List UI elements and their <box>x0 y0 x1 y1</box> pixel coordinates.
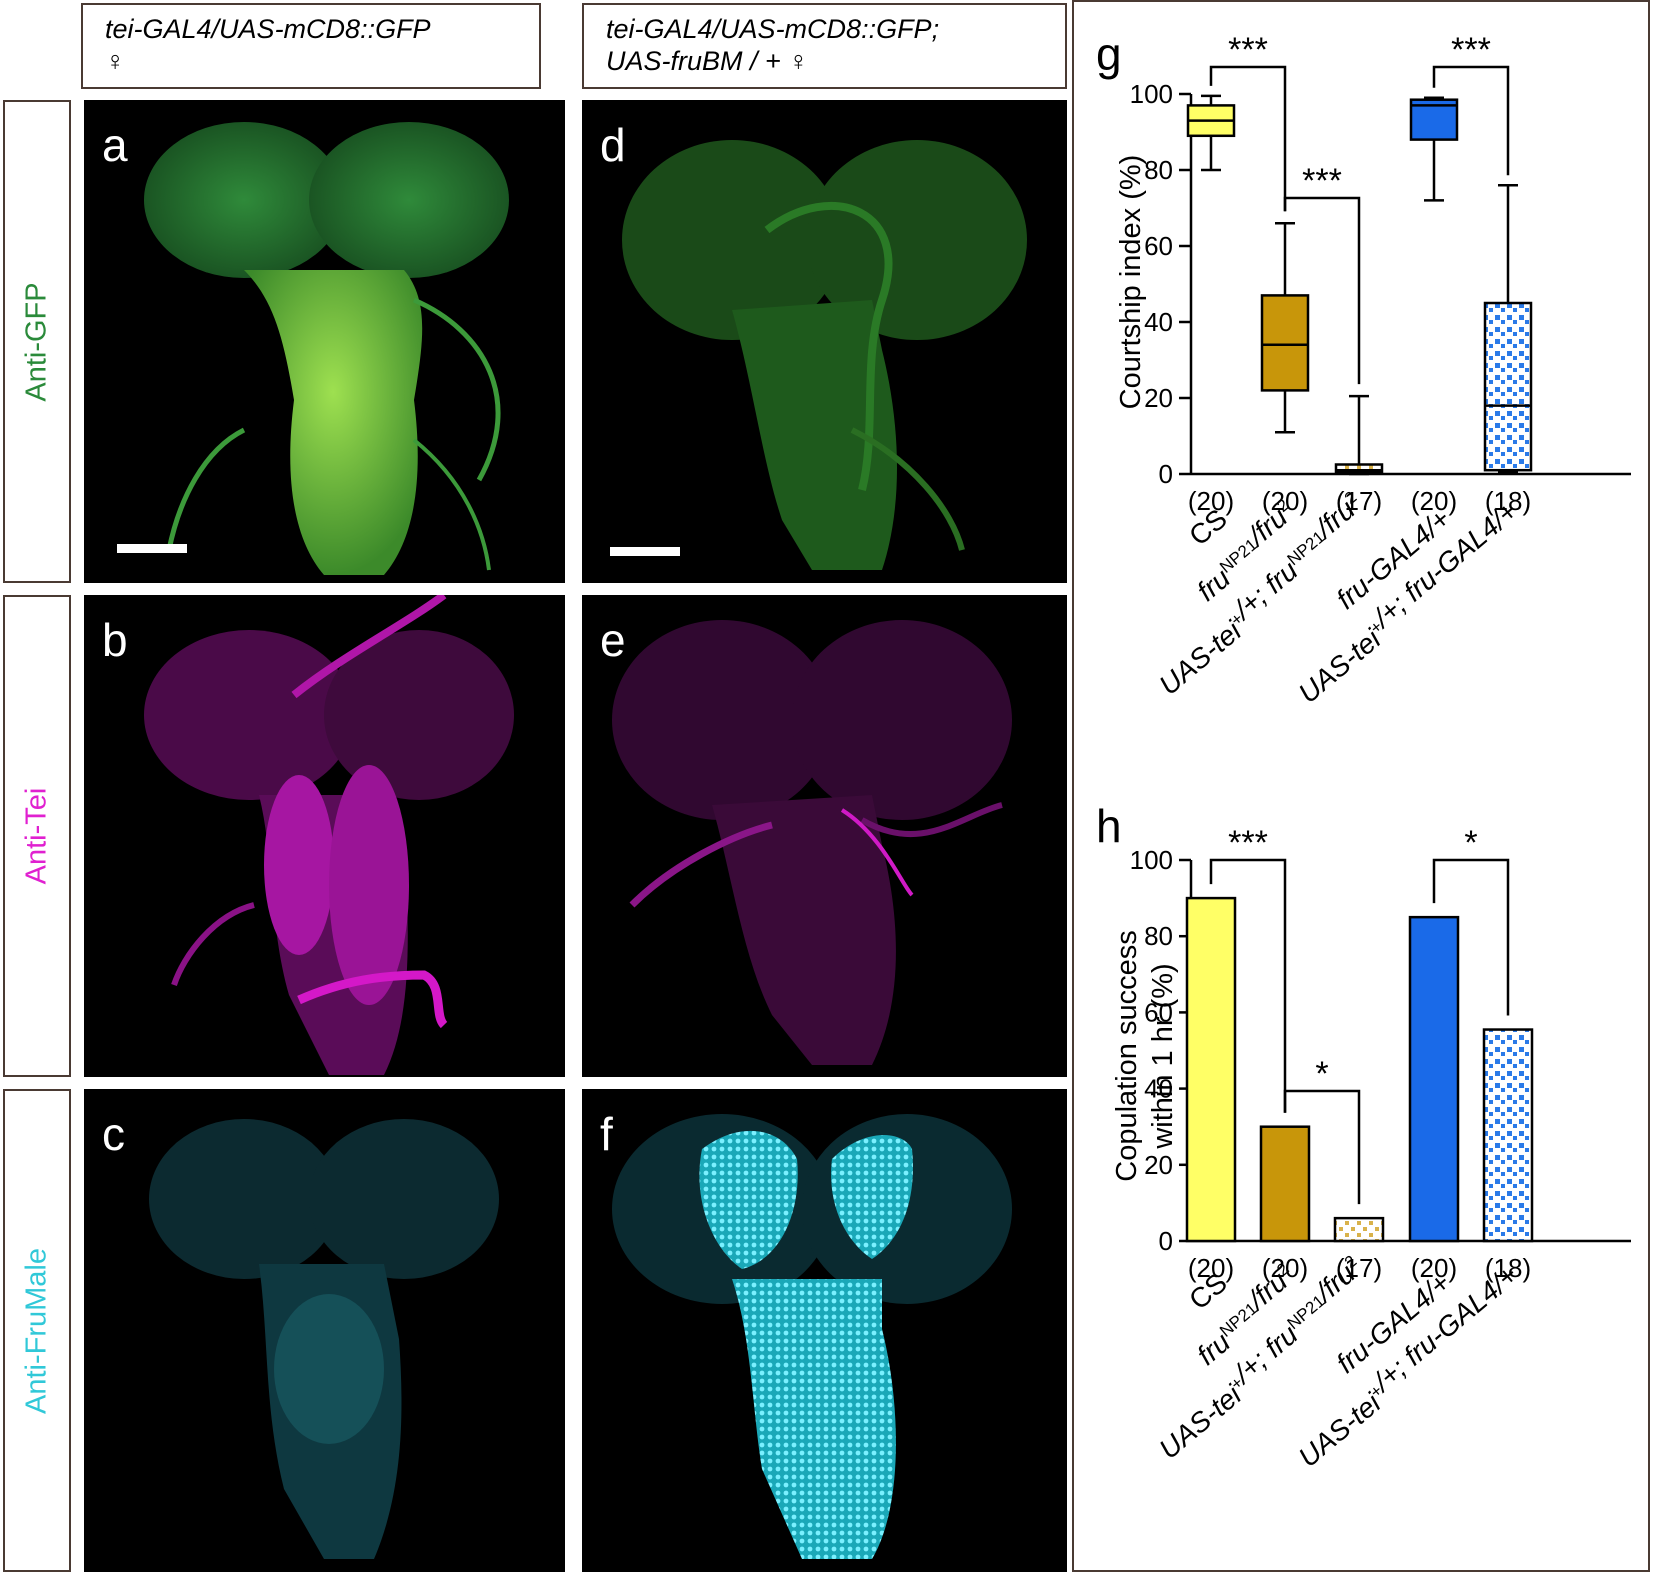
header-left-genotype: tei-GAL4/UAS-mCD8::GFP <box>105 14 431 44</box>
header-right-genotype: tei-GAL4/UAS-mCD8::GFP; <box>606 14 940 44</box>
y-tick-label: 0 <box>1159 1226 1173 1256</box>
panel-e-tei-image: e <box>582 595 1067 1077</box>
significance-bracket <box>1432 65 1510 176</box>
n-label: (20) <box>1262 1253 1308 1283</box>
box <box>1334 463 1384 474</box>
significance-bracket <box>1432 858 1510 1016</box>
significance-label: *** <box>1228 31 1268 69</box>
significance-label: * <box>1315 1055 1328 1093</box>
n-label: (17) <box>1336 486 1382 516</box>
y-tick-label: 20 <box>1144 383 1173 413</box>
brain-gfp-fruBM-image <box>622 140 1027 570</box>
y-tick-label: 60 <box>1144 231 1173 261</box>
panel-a-gfp-image: a <box>84 100 565 583</box>
y-tick-label: 40 <box>1144 307 1173 337</box>
panel-letter-g: g <box>1096 28 1122 80</box>
panel-letter-f: f <box>600 1108 613 1160</box>
row-label-gfp: Anti-GFP <box>3 100 71 583</box>
bar <box>1333 1216 1385 1243</box>
y-tick-label: 40 <box>1144 1074 1173 1104</box>
brain-frumale-image <box>149 1119 499 1559</box>
panel-b-tei-image: b <box>84 595 565 1077</box>
bar <box>1482 1028 1534 1243</box>
panel-letter-b: b <box>102 614 128 666</box>
bar <box>1259 1125 1311 1243</box>
header-right-genotype-2: UAS-fruBM / + ♀ <box>606 46 809 76</box>
n-label: (18) <box>1485 1253 1531 1283</box>
brain-tei-image <box>144 595 514 1075</box>
y-tick-label: 80 <box>1144 155 1173 185</box>
panel-d-gfp-image: d <box>582 100 1067 583</box>
panel-f-frumale-image: f <box>582 1089 1067 1572</box>
n-label: (20) <box>1411 486 1457 516</box>
brain-gfp-image <box>144 122 509 575</box>
n-label: (20) <box>1411 1253 1457 1283</box>
panel-letter-a: a <box>102 119 128 171</box>
y-tick-label: 0 <box>1159 459 1173 489</box>
significance-bracket <box>1283 196 1361 385</box>
scale-bar <box>610 547 680 556</box>
header-left-sex: ♀ <box>105 46 126 76</box>
row-label-frumale: Anti-FruMale <box>3 1089 71 1572</box>
row-label-tei: Anti-Tei <box>3 595 71 1077</box>
g-ylabel: Courtship index (%) <box>1115 155 1147 410</box>
significance-label: *** <box>1451 31 1491 69</box>
courtship-index-chart: 0 20 40 60 80 100 (20) (20) (17) (20) (18) *** *** **… <box>1130 31 1631 709</box>
box <box>1260 294 1310 392</box>
significance-bracket <box>1209 65 1287 212</box>
n-label: (20) <box>1262 486 1308 516</box>
y-tick-label: 100 <box>1130 845 1173 875</box>
significance-label: *** <box>1228 824 1268 862</box>
header-right: tei-GAL4/UAS-mCD8::GFP; UAS-fruBM / + ♀ <box>582 3 1067 89</box>
n-label: (20) <box>1188 1253 1234 1283</box>
panel-letter-d: d <box>600 119 626 171</box>
n-label: (18) <box>1485 486 1531 516</box>
scale-bar <box>117 544 187 553</box>
n-label: (17) <box>1336 1253 1382 1283</box>
h-ylabel-line2: within 1 hr (%) <box>1147 963 1179 1149</box>
significance-label: *** <box>1302 162 1342 200</box>
y-tick-label: 20 <box>1144 1150 1173 1180</box>
significance-label: * <box>1464 824 1477 862</box>
n-label: (20) <box>1188 486 1234 516</box>
bar <box>1185 896 1237 1243</box>
bar <box>1408 915 1460 1243</box>
panel-c-frumale-image: c <box>84 1089 565 1572</box>
panel-letter-c: c <box>102 1108 125 1160</box>
significance-bracket <box>1209 858 1287 1113</box>
y-tick-label: 100 <box>1130 79 1173 109</box>
brain-tei-fruBM-image <box>612 620 1012 1065</box>
h-ylabel-line1: Copulation success <box>1111 930 1143 1181</box>
charts-panel: g 0 20 40 60 80 100 (20) (20) (17) (20) (18) *** ***… <box>1072 0 1650 1572</box>
brain-frumale-fruBM-image <box>612 1114 1012 1559</box>
y-tick-label: 80 <box>1144 921 1173 951</box>
y-tick-label: 60 <box>1144 997 1173 1027</box>
box <box>1483 301 1533 472</box>
significance-bracket <box>1283 1089 1361 1205</box>
header-left: tei-GAL4/UAS-mCD8::GFP ♀ <box>81 3 541 89</box>
panel-letter-e: e <box>600 614 626 666</box>
panel-letter-h: h <box>1096 800 1122 852</box>
